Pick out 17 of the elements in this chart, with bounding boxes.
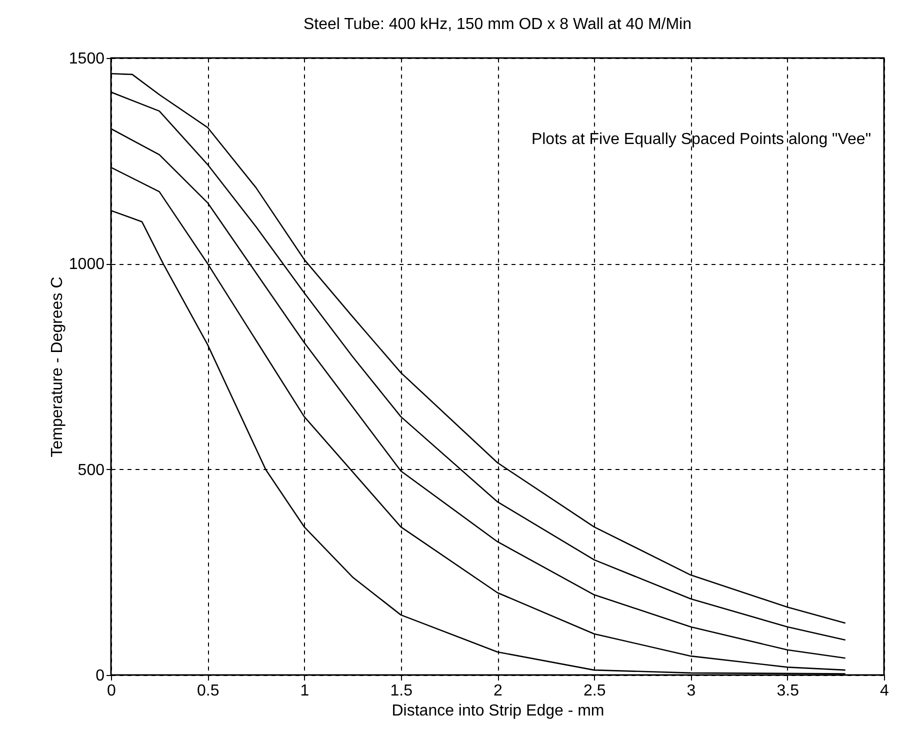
annotation: Plots at Five Equally Spaced Points along "Vee" xyxy=(531,131,871,148)
y-tick-label: 0 xyxy=(96,668,105,684)
y-tick-label: 500 xyxy=(78,462,105,479)
y-axis-title: Temperature - Degrees C xyxy=(48,276,66,458)
x-tick-label: 1.5 xyxy=(390,682,413,700)
x-tick-label: 3 xyxy=(686,682,696,700)
x-axis-title: Distance into Strip Edge - mm xyxy=(392,702,604,720)
x-tick-label: 2.5 xyxy=(584,682,606,700)
x-tick-label: 4 xyxy=(880,682,890,700)
x-tick-label: 0.5 xyxy=(197,682,220,700)
x-tick-label: 2 xyxy=(494,682,503,700)
chart-title: Steel Tube: 400 kHz, 150 mm OD x 8 Wall at 40 M/Min xyxy=(304,16,692,33)
x-tick-label: 3.5 xyxy=(776,682,800,700)
y-tick-label: 1500 xyxy=(68,50,105,68)
x-tick-label: 0 xyxy=(107,682,116,700)
y-tick-label: 1000 xyxy=(68,256,105,274)
x-tick-label: 1 xyxy=(300,682,310,700)
